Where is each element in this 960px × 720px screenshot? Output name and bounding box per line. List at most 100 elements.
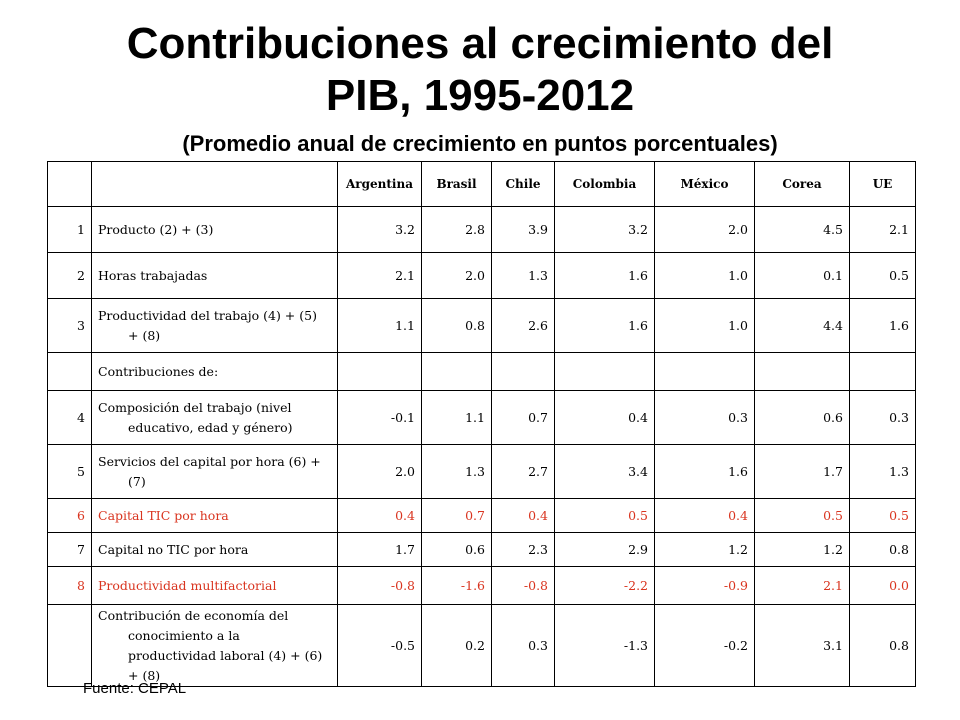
value-cell: -0.8 <box>491 566 555 605</box>
value-cell: 0.8 <box>849 532 916 567</box>
header-brasil: Brasil <box>421 161 492 207</box>
table-row: 2 Horas trabajadas 2.1 2.0 1.3 1.6 1.0 0.1 0.5 <box>47 252 916 299</box>
value-cell: -2.2 <box>554 566 655 605</box>
row-index-cell <box>47 604 92 687</box>
value-cell: 2.1 <box>754 566 850 605</box>
value-cell: 1.6 <box>849 298 916 353</box>
value-cell: 0.3 <box>654 390 755 445</box>
value-cell: 0.4 <box>337 498 422 533</box>
table-row: 4 Composición del trabajo (nivel educativ… <box>47 390 916 445</box>
value-cell: 3.4 <box>554 444 655 499</box>
value-cell: 0.2 <box>421 604 492 687</box>
table-row: Contribución de economía del conocimient… <box>47 604 916 687</box>
value-cell: 0.5 <box>849 498 916 533</box>
value-cell: 3.2 <box>554 206 655 253</box>
value-cell <box>554 352 655 391</box>
value-cell: 0.1 <box>754 252 850 299</box>
value-cell <box>421 352 492 391</box>
row-label-cell: Productividad del trabajo (4) + (5) + (8… <box>91 298 338 353</box>
value-cell: 1.3 <box>421 444 492 499</box>
value-cell: 1.2 <box>654 532 755 567</box>
row-index-cell: 7 <box>47 532 92 567</box>
value-cell: 0.4 <box>491 498 555 533</box>
value-cell: 0.8 <box>421 298 492 353</box>
header-corea: Corea <box>754 161 850 207</box>
table-body: 1 Producto (2) + (3) 3.2 2.8 3.9 3.2 2.0 4.5 2.1… <box>47 206 916 687</box>
value-cell: 2.1 <box>337 252 422 299</box>
value-cell: -0.5 <box>337 604 422 687</box>
row-label-text: Capital TIC por hora <box>98 507 229 523</box>
value-cell: 0.4 <box>554 390 655 445</box>
row-label-text: Horas trabajadas <box>98 267 208 283</box>
value-cell: -0.8 <box>337 566 422 605</box>
row-label-cell: Capital no TIC por hora <box>91 532 338 567</box>
value-cell: 3.2 <box>337 206 422 253</box>
value-cell: 3.9 <box>491 206 555 253</box>
value-cell: 2.9 <box>554 532 655 567</box>
value-cell: 1.3 <box>849 444 916 499</box>
value-cell: 0.5 <box>554 498 655 533</box>
value-cell: 0.5 <box>754 498 850 533</box>
row-index-cell: 8 <box>47 566 92 605</box>
row-label-text: Contribución de economía del conocimient… <box>98 607 323 683</box>
value-cell: -0.9 <box>654 566 755 605</box>
value-cell: 1.7 <box>337 532 422 567</box>
value-cell: 0.4 <box>654 498 755 533</box>
value-cell: -1.3 <box>554 604 655 687</box>
table-row: 3 Productividad del trabajo (4) + (5) + (… <box>47 298 916 353</box>
row-label-cell: Horas trabajadas <box>91 252 338 299</box>
value-cell <box>491 352 555 391</box>
value-cell: 0.6 <box>754 390 850 445</box>
row-label-text: Productividad del trabajo (4) + (5) + (8… <box>98 307 317 343</box>
row-label-text: Capital no TIC por hora <box>98 541 249 557</box>
value-cell: 1.2 <box>754 532 850 567</box>
row-index-cell: 3 <box>47 298 92 353</box>
value-cell: 1.0 <box>654 252 755 299</box>
value-cell: 2.0 <box>337 444 422 499</box>
row-label-text: Producto (2) + (3) <box>98 221 214 237</box>
value-cell: -1.6 <box>421 566 492 605</box>
value-cell: 4.4 <box>754 298 850 353</box>
value-cell: 1.6 <box>654 444 755 499</box>
row-label-cell: Productividad multifactorial <box>91 566 338 605</box>
source-note: Fuente: CEPAL <box>83 680 187 697</box>
header-mexico: México <box>654 161 755 207</box>
value-cell: 1.1 <box>421 390 492 445</box>
row-index-cell <box>47 352 92 391</box>
value-cell: 2.0 <box>654 206 755 253</box>
value-cell: 2.0 <box>421 252 492 299</box>
header-label-cell <box>91 161 338 207</box>
value-cell: 2.1 <box>849 206 916 253</box>
table-header-row: Argentina Brasil Chile Colombia México C… <box>47 161 916 207</box>
row-index-cell: 6 <box>47 498 92 533</box>
value-cell: 0.8 <box>849 604 916 687</box>
row-index-cell: 4 <box>47 390 92 445</box>
value-cell: 2.3 <box>491 532 555 567</box>
page-title: Contribuciones al crecimiento del PIB, 1… <box>0 18 960 122</box>
row-label-cell: Servicios del capital por hora (6) + (7) <box>91 444 338 499</box>
row-label-cell: Composición del trabajo (nivel educativo… <box>91 390 338 445</box>
value-cell <box>754 352 850 391</box>
row-label-text: Contribuciones de: <box>98 363 219 379</box>
header-ue: UE <box>849 161 916 207</box>
value-cell <box>337 352 422 391</box>
row-label-text: Servicios del capital por hora (6) + (7) <box>98 453 321 489</box>
value-cell: 1.7 <box>754 444 850 499</box>
value-cell: 0.6 <box>421 532 492 567</box>
value-cell: 2.6 <box>491 298 555 353</box>
header-argentina: Argentina <box>337 161 422 207</box>
value-cell: 0.3 <box>491 604 555 687</box>
value-cell <box>654 352 755 391</box>
value-cell <box>849 352 916 391</box>
row-label-text: Composición del trabajo (nivel educativo… <box>98 399 293 435</box>
table-row: 1 Producto (2) + (3) 3.2 2.8 3.9 3.2 2.0 4.5 2.1 <box>47 206 916 253</box>
row-label-cell: Contribuciones de: <box>91 352 338 391</box>
header-chile: Chile <box>491 161 555 207</box>
title-line-1: Contribuciones al crecimiento del <box>126 19 834 68</box>
value-cell: -0.1 <box>337 390 422 445</box>
row-label-text: Productividad multifactorial <box>98 577 277 593</box>
row-label-cell: Capital TIC por hora <box>91 498 338 533</box>
row-index-cell: 5 <box>47 444 92 499</box>
page-subtitle: (Promedio anual de crecimiento en puntos… <box>182 131 778 156</box>
row-index-cell: 1 <box>47 206 92 253</box>
